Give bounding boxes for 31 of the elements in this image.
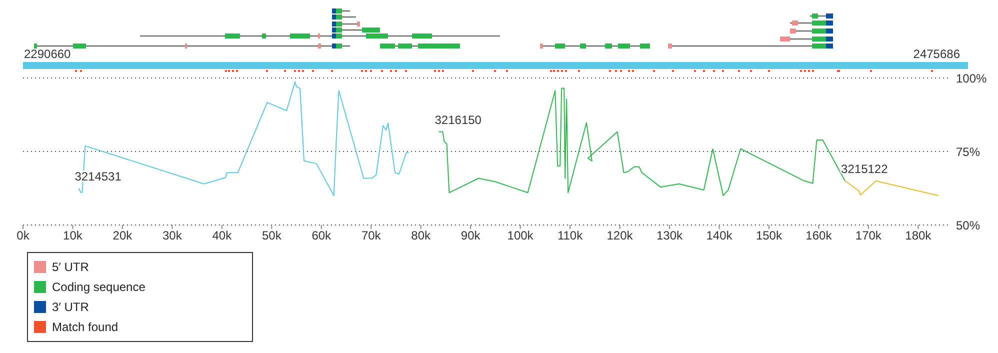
x-tick-label: 10k: [63, 228, 84, 243]
x-tick-label: 70k: [361, 228, 382, 243]
x-tick-label: 170k: [855, 228, 882, 243]
x-tick-label: 20k: [112, 228, 134, 243]
text: Match found: [52, 319, 118, 336]
y-tick-label: 100%: [956, 71, 988, 86]
x-tick-label: 140k: [706, 228, 734, 243]
x-tick-label: 130k: [656, 228, 684, 243]
x-tick-label: 160k: [806, 228, 833, 243]
text: 3′ UTR: [52, 299, 89, 316]
x-tick-label: 100k: [507, 228, 534, 243]
text: 2475686: [913, 47, 960, 61]
x-tick-label: 150k: [756, 228, 783, 243]
line-series: [844, 180, 940, 196]
text: 2290660: [24, 47, 71, 61]
x-tick-label: 180k: [905, 228, 932, 243]
x-tick-label: 40k: [212, 228, 233, 243]
x-tick-label: 50k: [262, 228, 282, 243]
x-tick-label: 90k: [460, 228, 482, 243]
series-label: 3216150: [434, 112, 482, 127]
x-tick-label: 30k: [162, 228, 183, 243]
y-tick-label: 50%: [956, 218, 980, 232]
text: Coding sequence: [52, 279, 146, 296]
text: 5′ UTR: [52, 259, 89, 276]
x-tick-label: 120k: [606, 228, 634, 243]
x-tick-label: 110k: [557, 228, 584, 243]
y-tick-label: 75%: [956, 144, 980, 159]
x-tick-label: 60k: [312, 228, 332, 243]
series-label: 3215122: [841, 162, 888, 176]
x-tick-label: 0k: [16, 228, 30, 243]
x-tick-label: 80k: [411, 228, 432, 243]
